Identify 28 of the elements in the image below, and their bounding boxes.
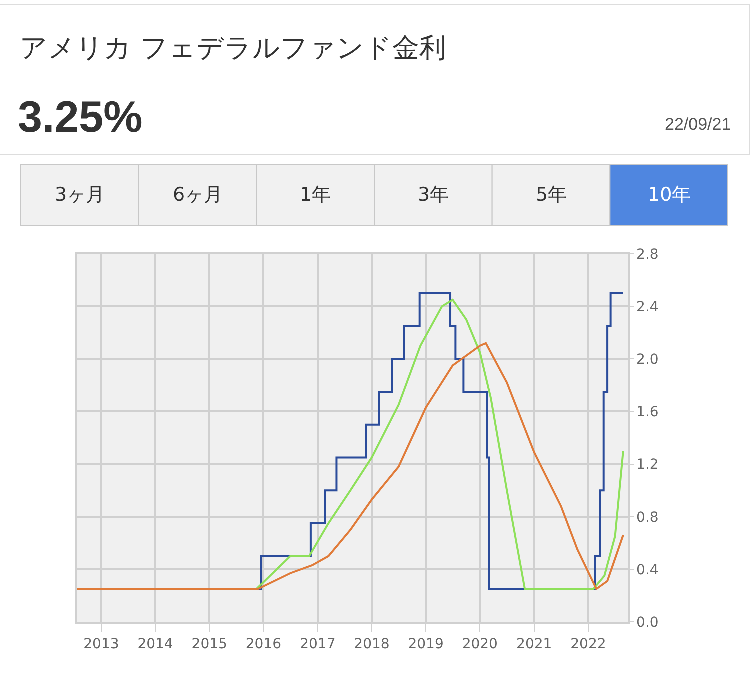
y-tick-label: 1.2 bbox=[636, 457, 659, 474]
y-tick-label: 2.0 bbox=[636, 352, 659, 368]
text: 3年 bbox=[418, 184, 450, 206]
text: 5年 bbox=[536, 184, 568, 206]
y-tick-label: 0.0 bbox=[636, 614, 659, 631]
y-tick-label: 2.4 bbox=[636, 299, 659, 316]
chart-title: アメリカ フェデラルファンド金利 bbox=[20, 33, 447, 64]
x-tick-label: 2018 bbox=[354, 636, 390, 653]
x-tick-label: 2019 bbox=[408, 636, 444, 653]
line-series bbox=[77, 342, 624, 590]
x-tick-label: 2022 bbox=[570, 636, 606, 653]
text: 6ヶ月 bbox=[173, 184, 224, 206]
y-tick-label: 0.8 bbox=[636, 510, 659, 526]
y-tick-label: 0.4 bbox=[636, 562, 659, 578]
x-tick-label: 2014 bbox=[138, 636, 174, 653]
x-tick-label: 2015 bbox=[192, 636, 228, 653]
y-tick-label: 2.8 bbox=[636, 246, 659, 263]
text: 1年 bbox=[300, 184, 332, 206]
y-tick-label: 1.6 bbox=[636, 404, 659, 421]
text: 22/09/21 bbox=[665, 115, 732, 134]
text: 3ヶ月 bbox=[55, 184, 106, 206]
x-tick-label: 2013 bbox=[84, 636, 120, 653]
text: 10年 bbox=[648, 184, 692, 206]
x-tick-label: 2020 bbox=[462, 636, 498, 653]
chart-subtitle: 3.25% bbox=[18, 93, 143, 142]
x-tick-label: 2016 bbox=[246, 636, 282, 653]
x-tick-label: 2017 bbox=[300, 636, 336, 653]
x-tick-label: 2021 bbox=[516, 636, 552, 653]
